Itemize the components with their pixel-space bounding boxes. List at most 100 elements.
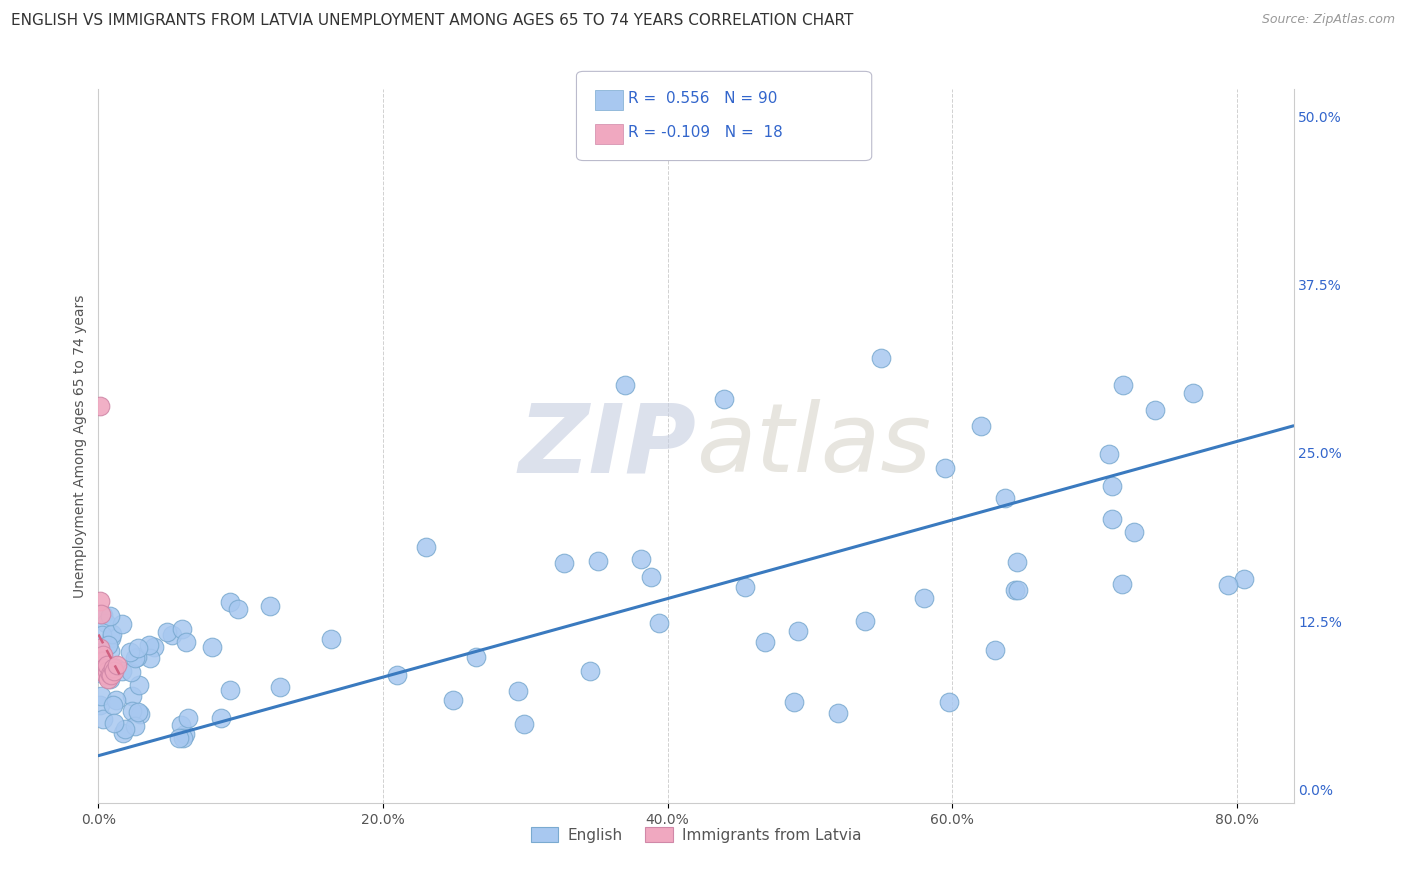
Point [100,631,122,645]
Point [103,664,125,678]
Text: ENGLISH VS IMMIGRANTS FROM LATVIA UNEMPLOYMENT AMONG AGES 65 TO 74 YEARS CORRELA: ENGLISH VS IMMIGRANTS FROM LATVIA UNEMPL… [11,13,853,29]
Point [90,655,112,669]
Point [112,726,135,740]
Point [138,638,160,652]
Point [127,640,149,655]
Text: R =  0.556   N = 90: R = 0.556 N = 90 [628,91,778,105]
Point [96,658,118,673]
Point [1004,582,1026,597]
Point [127,650,149,665]
Point [121,690,143,704]
Point [553,556,575,570]
Point [713,392,735,406]
Point [91,648,114,662]
Point [1143,402,1166,417]
Point [96,638,118,652]
Point [96,664,118,678]
Point [172,731,194,745]
Point [97,672,120,686]
Point [103,716,125,731]
Point [613,378,636,392]
Point [219,682,242,697]
Point [513,717,536,731]
Point [90,690,112,704]
Point [465,650,488,665]
Point [914,591,936,605]
Point [734,580,756,594]
Point [91,627,114,641]
Point [1216,578,1239,592]
Point [269,681,291,695]
Point [1182,386,1205,401]
Point [98,608,121,623]
Point [124,651,146,665]
Point [1101,479,1123,493]
Point [160,628,183,642]
Point [127,705,149,719]
Point [143,640,166,654]
Point [89,640,111,655]
Point [105,661,128,675]
Point [1233,573,1256,587]
Point [90,664,112,678]
Point [96,616,118,631]
Point [994,491,1017,505]
Point [177,710,200,724]
Point [201,640,224,654]
Point [111,664,134,678]
Point [167,731,190,745]
Legend: English, Immigrants from Latvia: English, Immigrants from Latvia [524,821,868,848]
Point [1007,583,1029,598]
Point [98,666,121,681]
Point [174,634,197,648]
Point [94,668,117,682]
Text: R = -0.109   N =  18: R = -0.109 N = 18 [628,125,783,139]
Point [219,594,242,608]
Point [89,594,111,608]
Point [786,624,808,638]
Point [969,418,991,433]
Point [640,570,662,584]
Point [156,624,179,639]
Point [114,723,136,737]
Point [98,672,121,686]
Point [506,683,529,698]
Point [90,607,112,622]
Point [139,651,162,665]
Point [121,704,143,718]
Point [91,655,114,669]
Point [101,698,124,712]
Point [93,608,115,623]
Y-axis label: Unemployment Among Ages 65 to 74 years: Unemployment Among Ages 65 to 74 years [73,294,87,598]
Point [259,599,281,613]
Point [169,718,191,732]
Point [226,601,249,615]
Point [870,351,893,366]
Point [129,707,152,722]
Point [111,617,134,632]
Point [1111,577,1133,591]
Point [120,665,142,680]
Text: ZIP: ZIP [517,400,696,492]
Point [1101,511,1123,525]
Point [91,666,114,681]
Point [93,661,115,675]
Point [984,643,1007,657]
Point [1112,378,1135,392]
Point [118,644,141,658]
Point [128,678,150,692]
Point [647,615,669,630]
Point [1097,447,1119,461]
Point [579,664,602,678]
Point [853,614,876,628]
Point [415,541,437,555]
Point [89,659,111,673]
Point [93,712,115,726]
Point [98,644,121,658]
Text: Source: ZipAtlas.com: Source: ZipAtlas.com [1261,13,1395,27]
Point [105,658,128,673]
Point [827,706,849,720]
Point [934,461,956,475]
Point [385,668,408,682]
Point [89,698,111,712]
